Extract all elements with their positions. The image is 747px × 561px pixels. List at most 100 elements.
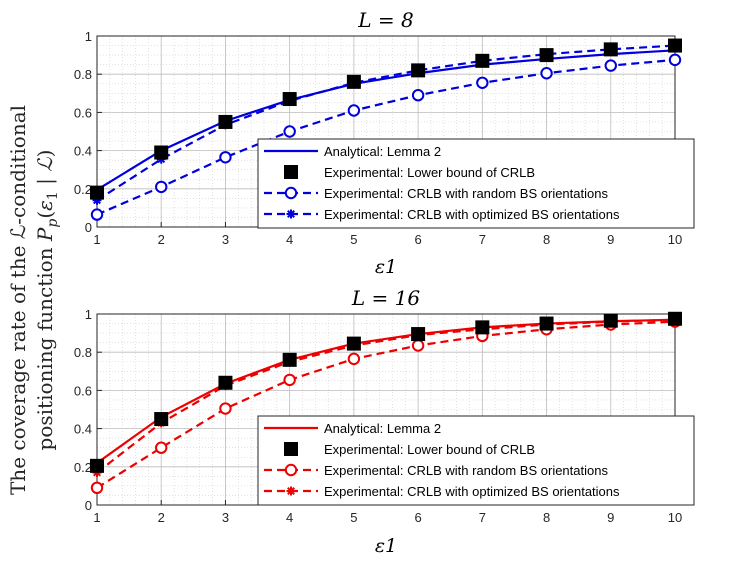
data-point: [154, 145, 169, 160]
x-tick-label: 6: [414, 510, 421, 525]
legend-label: Experimental: CRLB with random BS orient…: [324, 186, 608, 201]
y-tick-label: 0.4: [74, 422, 92, 437]
legend-entry: Analytical: Lemma 2: [264, 144, 441, 159]
x-tick-label: 7: [479, 510, 486, 525]
data-point: [155, 180, 168, 194]
data-point: [90, 208, 104, 221]
legend-entry: Experimental: CRLB with optimized BS ori…: [264, 484, 620, 499]
data-point: [90, 481, 104, 495]
legend-entry: Experimental: CRLB with random BS orient…: [264, 463, 608, 478]
legend-marker: [284, 165, 298, 179]
y-tick-label: 0.8: [74, 67, 92, 82]
y-tick-label: 0.2: [74, 182, 92, 197]
y-tick-label: 1: [85, 307, 92, 322]
data-point: [283, 373, 296, 387]
y-axis-label-line1: The coverage rate of the ℒ-conditional: [6, 105, 30, 495]
legend-marker: [286, 209, 296, 219]
chart-title: L = 8: [357, 8, 413, 32]
y-tick-label: 0: [85, 220, 92, 235]
legend-label: Experimental: CRLB with optimized BS ori…: [324, 484, 620, 499]
data-point: [155, 441, 168, 454]
x-tick-label: 5: [350, 510, 357, 525]
data-point: [154, 412, 169, 427]
data-point: [475, 320, 490, 335]
x-tick-label: 2: [158, 232, 165, 247]
series-line: [96, 44, 676, 202]
legend-label: Experimental: CRLB with random BS orient…: [324, 463, 608, 478]
data-point: [668, 38, 682, 53]
x-tick-label: 9: [607, 232, 614, 247]
y-tick-label: 0.6: [74, 383, 92, 398]
y-tick-label: 0.6: [74, 105, 92, 120]
x-axis-label: ε1: [375, 535, 397, 557]
series-1: [90, 38, 682, 200]
data-point: [604, 59, 617, 72]
series-0: [96, 318, 676, 464]
asterisk-stroke: [287, 487, 295, 495]
x-tick-label: 3: [222, 510, 229, 525]
legend-entry: Experimental: Lower bound of CRLB: [284, 442, 535, 457]
ticks: 1 2 3 4 5 6 7 8 9 10 0 0.2 0.4 0.6 0.8 1: [74, 307, 682, 525]
legend: Analytical: Lemma 2 Experimental: Lower b…: [257, 415, 695, 506]
x-tick-label: 4: [286, 510, 293, 525]
chart-panel-l16: 1 2 3 4 5 6 7 8 9 10 0 0.2 0.4 0.6 0.8 1 L = 16 ε1 Analyti…: [74, 286, 695, 557]
data-point: [346, 336, 361, 351]
series-line: [96, 58, 676, 216]
x-tick-label: 4: [286, 232, 293, 247]
y-tick-label: 0.8: [74, 345, 92, 360]
series-line: [96, 49, 676, 191]
data-point: [411, 89, 425, 102]
y-tick-label: 0.4: [74, 144, 92, 159]
data-point: [411, 63, 426, 78]
legend-marker: [284, 186, 298, 200]
x-tick-label: 10: [668, 232, 682, 247]
x-tick-label: 6: [414, 232, 421, 247]
data-point: [90, 185, 104, 200]
chart-panel-l8: 1 2 3 4 5 6 7 8 9 10 0 0.2 0.4 0.6 0.8 1 L = 8 ε1 Analytic…: [74, 8, 695, 278]
legend-entry: Experimental: CRLB with optimized BS ori…: [264, 207, 620, 222]
legend-entry: Analytical: Lemma 2: [264, 421, 441, 436]
legend-marker: [284, 463, 298, 477]
data-point: [539, 316, 554, 331]
y-axis-label: The coverage rate of the ℒ-conditional p…: [6, 105, 61, 495]
legend-label: Analytical: Lemma 2: [324, 144, 441, 159]
x-tick-label: 5: [350, 232, 357, 247]
y-axis-label-line2: positioning function Pp(ε1 | ℒ): [33, 150, 61, 451]
data-point: [219, 402, 232, 415]
asterisk-stroke: [287, 210, 295, 218]
x-tick-label: 3: [222, 232, 229, 247]
series-0: [96, 49, 676, 191]
data-point: [219, 151, 232, 164]
x-tick-label: 2: [158, 510, 165, 525]
y-tick-label: 0: [85, 498, 92, 513]
x-axis-label: ε1: [375, 256, 397, 278]
data-point: [283, 125, 296, 138]
data-point: [218, 114, 233, 129]
data-point: [411, 327, 426, 342]
data-point: [90, 458, 104, 473]
data-point: [668, 53, 682, 67]
legend-label: Experimental: Lower bound of CRLB: [324, 442, 535, 457]
legend-box: [257, 415, 695, 506]
legend-marker: [286, 486, 296, 496]
data-point: [282, 352, 297, 367]
x-tick-label: 10: [668, 510, 682, 525]
x-tick-label: 1: [93, 232, 100, 247]
data-point: [411, 339, 425, 352]
y-tick-label: 0.2: [74, 460, 92, 475]
ticks: 1 2 3 4 5 6 7 8 9 10 0 0.2 0.4 0.6 0.8 1: [74, 29, 682, 247]
x-tick-label: 7: [479, 232, 486, 247]
series-1: [90, 311, 682, 473]
legend-label: Experimental: CRLB with optimized BS ori…: [324, 207, 620, 222]
data-point: [218, 375, 233, 390]
legend-marker: [284, 442, 298, 456]
legend-box: [257, 138, 695, 229]
data-point: [475, 53, 490, 68]
y-tick-label: 1: [85, 29, 92, 44]
x-tick-label: 1: [93, 510, 100, 525]
legend-entry: Experimental: Lower bound of CRLB: [284, 165, 535, 180]
data-point: [540, 67, 553, 80]
data-point: [476, 76, 489, 89]
x-tick-label: 8: [543, 510, 550, 525]
